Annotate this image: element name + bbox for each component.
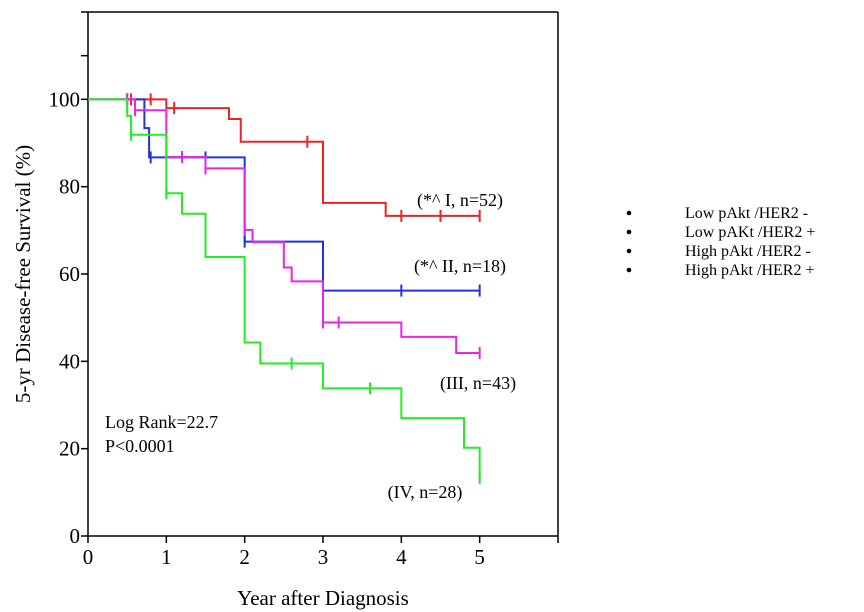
x-tick-label: 4 <box>396 545 407 569</box>
legend-label: Low pAkt /HER2 - <box>685 205 808 222</box>
x-tick-label: 0 <box>83 545 94 569</box>
survival-curve <box>88 98 480 217</box>
legend-label: High pAkt /HER2 + <box>685 262 814 279</box>
y-tick-label: 40 <box>59 349 80 373</box>
legend: Low pAkt /HER2 - Low pAKt /HER2 + High pAk… <box>626 205 815 279</box>
series-layer: (*^ I, n=52) (*^ II, n=18) (III, n=43) (IV,… <box>88 93 516 503</box>
log-rank-stat: Log Rank=22.7 <box>105 412 218 432</box>
y-tick-label: 80 <box>59 175 80 199</box>
survival-curve <box>88 98 481 478</box>
legend-bullet <box>626 248 632 254</box>
x-tick-label: 2 <box>239 545 250 569</box>
legend-bullet <box>626 210 632 216</box>
legend-label: Low pAKt /HER2 + <box>685 224 815 241</box>
series-label: (IV, n=28) <box>388 482 463 503</box>
series-1: (*^ I, n=52) <box>88 93 503 222</box>
series-label: (*^ II, n=18) <box>414 256 506 277</box>
y-tick-label: 20 <box>59 437 80 461</box>
y-axis-ticks: 0 20 40 60 80 100 <box>49 11 88 548</box>
x-tick-label: 5 <box>474 545 485 569</box>
legend-label: High pAkt /HER2 - <box>685 243 811 260</box>
x-axis-ticks: 0 1 2 3 4 5 <box>83 536 559 569</box>
p-value-stat: P<0.0001 <box>105 436 175 456</box>
x-axis-title: Year after Diagnosis <box>237 586 409 610</box>
series-label: (III, n=43) <box>440 373 516 394</box>
y-tick-label: 0 <box>70 524 81 548</box>
y-tick-label: 60 <box>59 262 80 286</box>
x-tick-label: 3 <box>318 545 329 569</box>
x-tick-label: 1 <box>161 545 172 569</box>
series-label: (*^ I, n=52) <box>417 190 503 211</box>
survival-curve <box>88 98 480 355</box>
y-tick-label: 100 <box>49 87 81 111</box>
series-4: (IV, n=28) <box>88 98 481 503</box>
series-3: (III, n=43) <box>88 93 516 394</box>
y-axis-title: 5-yr Disease-free Survival (%) <box>11 145 35 403</box>
legend-bullet <box>626 229 632 235</box>
legend-bullet <box>626 267 632 273</box>
